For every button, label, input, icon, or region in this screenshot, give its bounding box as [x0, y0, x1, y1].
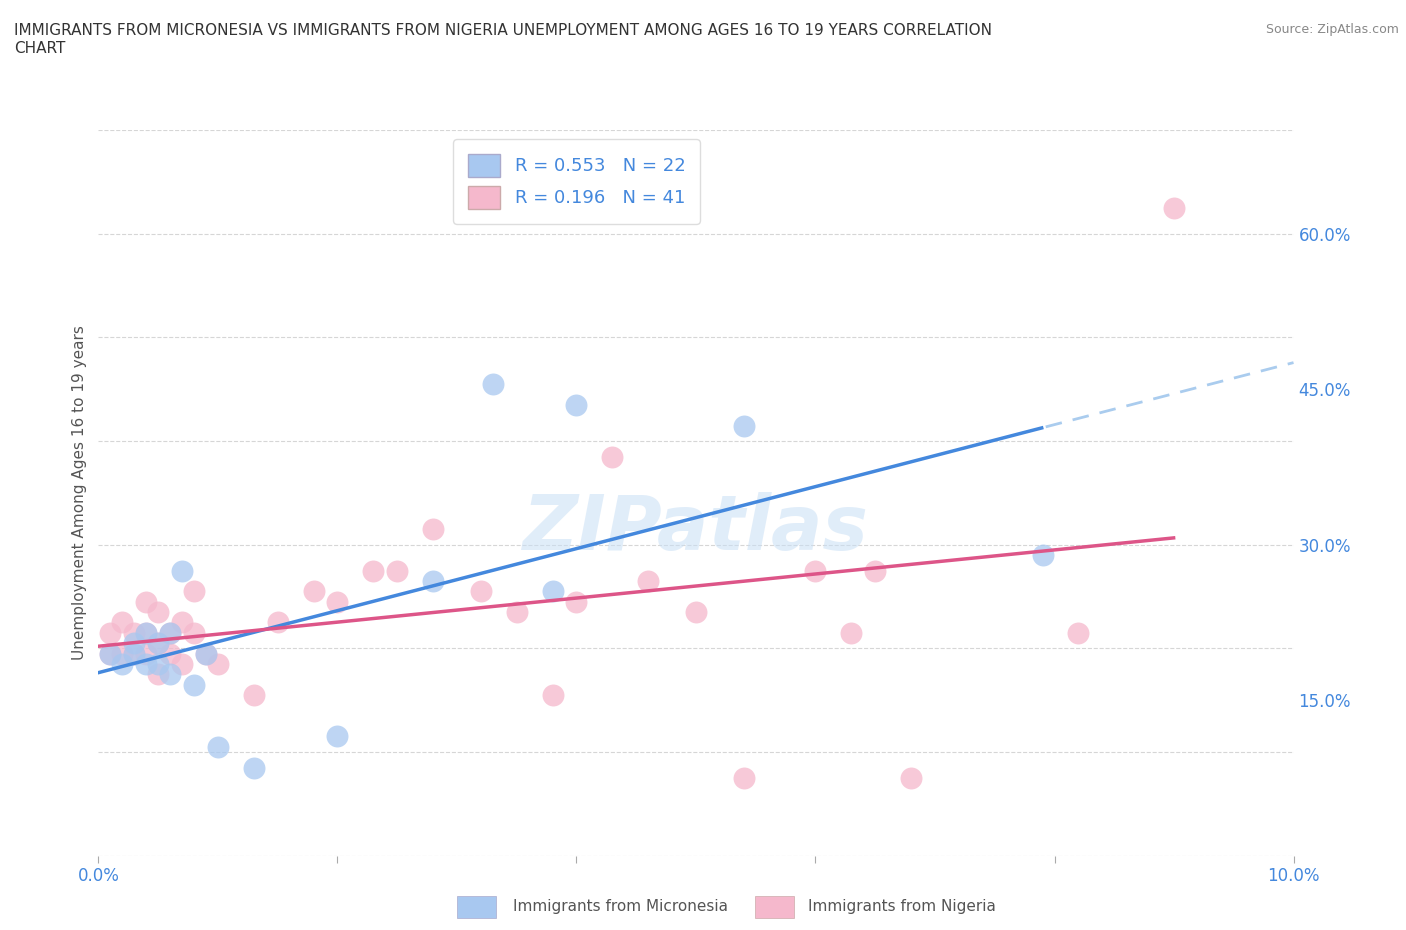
Point [183, 625, 205, 640]
Point [422, 574, 444, 589]
Point [267, 615, 290, 630]
Point [481, 377, 505, 392]
Point [172, 615, 194, 630]
Point [148, 667, 170, 682]
Point [506, 604, 529, 619]
Point [159, 625, 181, 640]
Point [865, 564, 887, 578]
Point [135, 594, 157, 609]
Point [243, 760, 266, 775]
Point [637, 574, 659, 589]
Point [124, 646, 146, 661]
Point [804, 564, 827, 578]
Point [733, 418, 755, 433]
Point [148, 636, 170, 651]
Point [148, 636, 170, 651]
Point [124, 625, 146, 640]
Point [183, 584, 205, 599]
Point [326, 729, 349, 744]
Point [207, 657, 229, 671]
Point [900, 770, 922, 785]
Point [1032, 548, 1054, 563]
Point [124, 646, 146, 661]
Point [363, 564, 385, 578]
Text: ZIPatlas: ZIPatlas [523, 492, 869, 566]
Point [148, 657, 170, 671]
Text: Immigrants from Nigeria: Immigrants from Nigeria [808, 899, 997, 914]
Point [135, 625, 157, 640]
Point [111, 646, 134, 661]
Point [135, 657, 157, 671]
Point [541, 584, 564, 599]
Point [385, 564, 409, 578]
Point [685, 604, 707, 619]
Point [243, 687, 266, 702]
Point [602, 449, 624, 464]
Point [422, 522, 444, 537]
Point [100, 625, 122, 640]
Point [195, 646, 218, 661]
Point [124, 636, 146, 651]
Point [183, 677, 205, 692]
Point [841, 625, 863, 640]
Point [302, 584, 325, 599]
Point [172, 657, 194, 671]
Point [111, 615, 134, 630]
Point [565, 397, 588, 412]
Point [207, 739, 229, 754]
Point [135, 625, 157, 640]
Point [470, 584, 492, 599]
Point [135, 646, 157, 661]
Point [159, 646, 181, 661]
Text: Immigrants from Micronesia: Immigrants from Micronesia [513, 899, 728, 914]
Point [195, 646, 218, 661]
Point [111, 657, 134, 671]
Point [159, 625, 181, 640]
Y-axis label: Unemployment Among Ages 16 to 19 years: Unemployment Among Ages 16 to 19 years [72, 326, 87, 660]
Point [541, 687, 564, 702]
Point [100, 646, 122, 661]
Point [159, 667, 181, 682]
Point [148, 604, 170, 619]
Point [1163, 201, 1185, 216]
Point [172, 564, 194, 578]
Point [565, 594, 588, 609]
Legend: R = 0.553   N = 22, R = 0.196   N = 41: R = 0.553 N = 22, R = 0.196 N = 41 [453, 140, 700, 223]
Point [1067, 625, 1090, 640]
Text: IMMIGRANTS FROM MICRONESIA VS IMMIGRANTS FROM NIGERIA UNEMPLOYMENT AMONG AGES 16: IMMIGRANTS FROM MICRONESIA VS IMMIGRANTS… [14, 23, 993, 56]
Point [326, 594, 349, 609]
Point [733, 770, 755, 785]
Point [100, 646, 122, 661]
Text: Source: ZipAtlas.com: Source: ZipAtlas.com [1265, 23, 1399, 36]
